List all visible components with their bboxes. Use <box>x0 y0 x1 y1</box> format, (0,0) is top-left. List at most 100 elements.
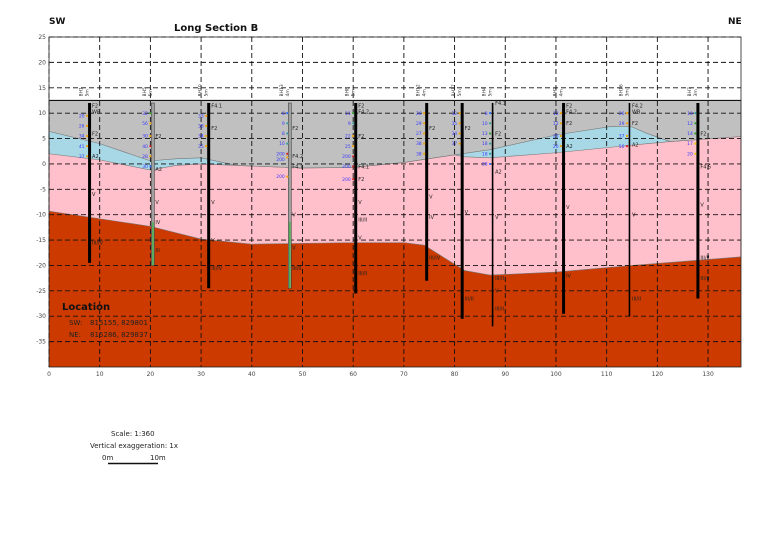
stratum-code: F2 <box>358 103 364 109</box>
sample-value: 33 <box>198 113 204 119</box>
ne-label: NE: <box>69 331 81 339</box>
stratum-code: V <box>211 200 215 206</box>
location-box: Location SW: 815155, 829801 NE: 815286, … <box>62 302 148 339</box>
sample-value: 28 <box>482 162 488 168</box>
scale-text: Scale: 1:360 <box>111 430 155 438</box>
sample-value: 20 <box>553 144 559 150</box>
stratum-code: F2 <box>358 177 364 183</box>
grid <box>48 36 742 368</box>
scale-block: Scale: 1:360 Vertical exaggeration: 1x 0… <box>90 430 178 465</box>
sample-value: 35 <box>198 144 204 150</box>
scale-bar-start: 0m <box>102 454 113 462</box>
stratum-code: F4.2 <box>566 110 577 116</box>
stratum-code: A2 <box>155 167 162 173</box>
stratum-code: V <box>700 202 704 208</box>
stratum-code: F4.2 <box>358 110 369 116</box>
borehole: BH5 5m 32 56 30 40 28 30 F2 A2 V IV III <box>142 87 162 266</box>
page-title: Long Section B <box>174 23 258 34</box>
stratum-code: F2 <box>92 103 98 109</box>
stratum-code: V <box>495 215 499 221</box>
stratum-code: III/II <box>700 276 709 282</box>
borehole: BH12 4m 26 29 27 38 38 F2 V IV III/IV <box>416 84 441 281</box>
sample-marker <box>149 134 152 138</box>
y-tick-label: 5 <box>42 136 46 143</box>
borehole-screen <box>289 222 291 289</box>
sample-value: 18 <box>482 151 488 157</box>
stratum-code: F2 <box>292 126 298 132</box>
x-tick-label: 130 <box>702 371 714 378</box>
sample-marker <box>205 134 208 138</box>
y-tick-label: -20 <box>36 262 46 269</box>
sample-marker <box>352 178 355 181</box>
sample-value: 18 <box>482 141 488 147</box>
sample-marker <box>423 112 426 115</box>
stratum-code: III/II <box>495 306 504 312</box>
stratum-code: III/II <box>700 256 709 262</box>
sample-marker <box>423 142 426 145</box>
x-tick-label: 30 <box>197 371 205 378</box>
borehole-depth: 5m <box>488 89 494 96</box>
borehole-depth: 4m <box>422 89 428 96</box>
sample-value: 37 <box>79 154 85 160</box>
sample-marker <box>625 145 629 148</box>
x-tick-label: 10 <box>96 371 104 378</box>
borehole: BH17 5m 32 35 34 37 F2 V III/II <box>451 84 474 319</box>
sample-value: 25 <box>553 134 559 140</box>
location-heading: Location <box>62 302 110 313</box>
sample-marker <box>458 112 461 115</box>
sample-marker <box>205 145 208 148</box>
stratum-code: F4.1 <box>211 103 222 109</box>
sample-marker <box>352 155 355 158</box>
sample-marker <box>85 134 89 138</box>
sample-value: 200 <box>276 174 285 180</box>
sample-marker <box>286 112 289 115</box>
sample-value: 12 <box>687 121 693 127</box>
sample-value: 37 <box>451 141 457 147</box>
borehole: BH10 5m 33 38 34 35 F4.1 F2 V V III/IV <box>198 84 223 289</box>
stratum-code: F2 <box>155 134 161 140</box>
sample-value: 10 <box>687 111 693 117</box>
sample-marker <box>458 132 461 135</box>
sample-value: 56 <box>142 121 148 127</box>
stratum-code: A2 <box>632 142 639 148</box>
stratum-code: F2 <box>700 131 706 137</box>
sample-marker <box>286 175 289 178</box>
x-tick-label: 80 <box>451 371 459 378</box>
sample-marker <box>85 155 89 158</box>
sample-marker <box>423 152 426 155</box>
sample-value: 27 <box>416 131 422 137</box>
sample-marker <box>205 124 208 127</box>
sample-marker <box>286 132 289 135</box>
stratum-code: V <box>429 195 433 201</box>
sample-marker <box>423 132 426 135</box>
sample-marker <box>149 122 152 125</box>
x-tick-label: 40 <box>248 371 256 378</box>
x-tick-label: 20 <box>147 371 155 378</box>
sample-marker <box>286 152 289 155</box>
sample-value: 32 <box>451 111 457 117</box>
borehole-depth: 4m <box>285 89 291 96</box>
sample-value: 56 <box>619 144 625 150</box>
stratum-code: III/II <box>495 276 504 282</box>
x-tick-label: 0 <box>47 371 51 378</box>
sample-value: 20 <box>687 151 693 157</box>
sample-value: 200 <box>342 177 351 183</box>
sample-marker <box>694 152 697 155</box>
stratum-code: F4.1 <box>495 101 506 107</box>
sample-value: 13 <box>482 131 488 137</box>
sample-value: 32 <box>142 111 148 117</box>
sample-marker <box>559 122 563 125</box>
stratum-code: F2 <box>358 134 364 140</box>
sample-marker <box>149 112 152 115</box>
y-tick-label: 25 <box>38 34 46 41</box>
stratum-code: V <box>358 235 362 241</box>
sample-value: 22 <box>345 134 351 140</box>
stratum-code: F2 <box>632 121 638 127</box>
stratum-code: F2 <box>211 126 217 132</box>
borehole-name: BH17 <box>451 84 457 96</box>
sample-marker <box>694 142 697 145</box>
